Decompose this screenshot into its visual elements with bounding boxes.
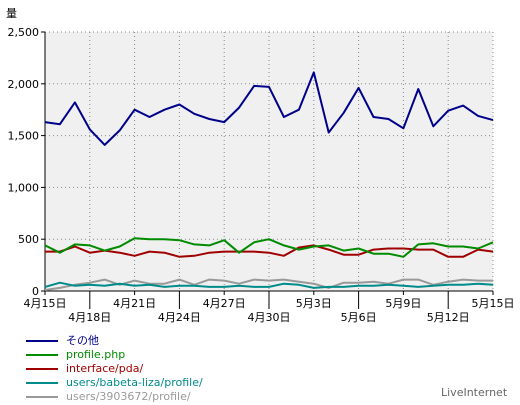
- x-tick-label: 4月27日: [203, 297, 246, 310]
- legend-swatch: [26, 396, 58, 398]
- y-tick-label: 0: [32, 285, 39, 298]
- y-tick-label: 1,000: [8, 181, 40, 194]
- x-tick-label: 4月18日: [68, 311, 111, 324]
- legend-label: interface/pda/: [66, 362, 144, 375]
- series-line-1: [44, 237, 494, 258]
- x-tick-label: 5月3日: [296, 297, 332, 310]
- series-line-3: [44, 281, 494, 289]
- series-line-0: [44, 71, 494, 146]
- legend-label: users/babeta-liza/profile/: [66, 376, 203, 389]
- series-line-4: [44, 278, 493, 291]
- axes: [41, 31, 494, 309]
- legend-swatch: [26, 354, 58, 356]
- y-axis-label: 量: [6, 7, 17, 20]
- x-tick-label: 5月12日: [427, 311, 470, 324]
- y-tick-label: 1,500: [8, 130, 40, 143]
- legend-label: users/3903672/profile/: [66, 390, 191, 403]
- y-tick-label: 2,000: [8, 78, 40, 91]
- series-lines: [44, 71, 494, 291]
- x-tick-label: 4月24日: [158, 311, 201, 324]
- x-tick-label: 4月15日: [24, 297, 67, 310]
- liveinternet-credit: LiveInternet: [441, 386, 508, 399]
- legend-swatch: [26, 382, 58, 384]
- legend-label: profile.php: [66, 348, 126, 361]
- x-tick-label: 4月30日: [248, 311, 291, 324]
- y-tick-label: 2,500: [8, 26, 40, 39]
- x-tick-label: 5月15日: [472, 297, 515, 310]
- legend-label: その他: [66, 334, 99, 347]
- plot-area: [45, 32, 493, 291]
- series-line-2: [45, 244, 494, 258]
- legend-swatch: [26, 368, 58, 370]
- legend-swatch: [26, 340, 58, 342]
- x-tick-label: 4月21日: [113, 297, 156, 310]
- y-tick-label: 500: [18, 233, 39, 246]
- y-tick-labels: 0 500 1,000 1,500 2,000 2,500: [8, 26, 40, 298]
- x-tick-label: 5月9日: [385, 297, 421, 310]
- x-tick-label: 5月6日: [341, 311, 377, 324]
